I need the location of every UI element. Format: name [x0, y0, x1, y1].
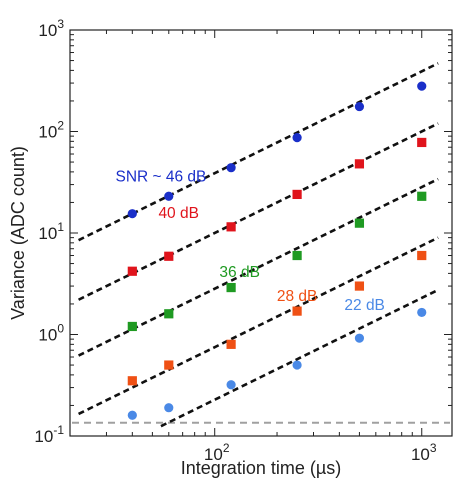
data-point	[417, 138, 426, 147]
tick-label-exponent: 3	[430, 441, 437, 455]
y-tick-label: 103	[38, 17, 64, 40]
y-axis-label: Variance (ADC count)	[8, 146, 28, 320]
data-point	[355, 281, 364, 290]
x-tick-label: 103	[411, 441, 437, 464]
data-point	[128, 411, 137, 420]
data-point	[227, 283, 236, 292]
points-layer	[128, 82, 427, 420]
series-annotation: 36 dB	[219, 264, 260, 281]
tick-label-base: 10	[38, 326, 57, 345]
data-point	[355, 159, 364, 168]
fit-lines-layer	[79, 63, 439, 426]
y-tick-label: 10-1	[34, 423, 64, 446]
data-point	[227, 163, 236, 172]
annotations-layer: SNR ~ 46 dB 40 dB 36 dB 28 dB 22 dB	[116, 169, 385, 314]
series-annotation: 40 dB	[158, 205, 199, 222]
data-point	[128, 376, 137, 385]
data-point	[128, 209, 137, 218]
data-point	[164, 403, 173, 412]
data-point	[164, 360, 173, 369]
data-point	[292, 307, 301, 316]
series-annotation: 28 dB	[277, 288, 318, 305]
plot-frame	[70, 30, 452, 436]
data-point	[292, 133, 301, 142]
y-tick-label: 100	[38, 322, 64, 345]
data-point	[164, 309, 173, 318]
data-point	[292, 190, 301, 199]
tick-label-base: 10	[38, 224, 57, 243]
data-point	[417, 82, 426, 91]
tick-label-base: 10	[411, 445, 430, 464]
data-point	[227, 340, 236, 349]
data-point	[164, 192, 173, 201]
data-point	[164, 252, 173, 261]
data-point	[417, 192, 426, 201]
tick-label-exponent: 0	[57, 322, 64, 336]
data-point	[292, 251, 301, 260]
data-point	[128, 322, 137, 331]
tick-label-exponent: 2	[223, 441, 230, 455]
y-tick-label: 102	[38, 119, 64, 142]
data-point	[128, 267, 137, 276]
tick-label-exponent: 3	[57, 17, 64, 31]
data-point	[292, 360, 301, 369]
data-point	[355, 334, 364, 343]
tick-label-exponent: 2	[57, 119, 64, 133]
tick-label-base: 10	[38, 123, 57, 142]
y-tick-label: 101	[38, 220, 64, 243]
data-point	[355, 219, 364, 228]
tick-label-base: 10	[38, 21, 57, 40]
series-annotation: SNR ~ 46 dB	[116, 169, 207, 186]
data-point	[227, 222, 236, 231]
tick-label-exponent: -1	[53, 423, 64, 437]
x-axis-label: Integration time (µs)	[181, 458, 341, 478]
data-point	[355, 102, 364, 111]
series-annotation: 22 dB	[344, 297, 385, 314]
tick-label-base: 10	[34, 427, 53, 446]
data-point	[417, 308, 426, 317]
tick-label-exponent: 1	[57, 220, 64, 234]
data-point	[417, 251, 426, 260]
data-point	[227, 380, 236, 389]
